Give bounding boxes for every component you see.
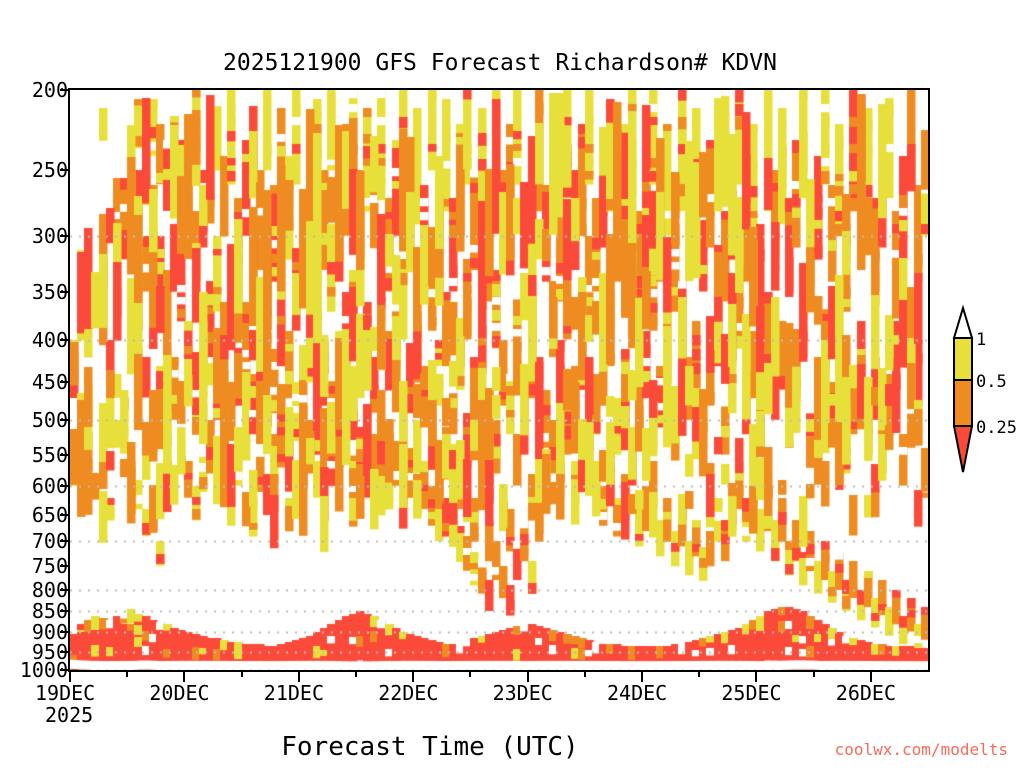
y-tick-label: 650 bbox=[31, 502, 68, 527]
y-tick-label: 250 bbox=[31, 158, 68, 183]
x-tick-mark bbox=[412, 672, 415, 682]
page-title: 2025121900 GFS Forecast Richardson# KDVN bbox=[223, 50, 777, 76]
x-tick-label: 24DEC bbox=[607, 681, 668, 705]
heatmap-canvas bbox=[70, 90, 928, 670]
y-tick-label: 950 bbox=[31, 639, 68, 664]
y-tick-label: 900 bbox=[31, 620, 68, 645]
x-tick-mark bbox=[641, 672, 643, 682]
watermark: coolwx.com/modelts bbox=[834, 740, 1008, 759]
y-tick-label: 700 bbox=[31, 529, 68, 554]
y-tick-mark bbox=[60, 290, 69, 293]
x-tick-minor bbox=[469, 672, 472, 677]
legend-label-1: 1 bbox=[976, 330, 987, 350]
y-tick-label: 800 bbox=[31, 577, 68, 602]
y-tick-mark bbox=[60, 169, 69, 172]
x-tick-mark bbox=[526, 672, 529, 682]
y-tick-label: 750 bbox=[31, 554, 68, 579]
x-tick-label: 19DEC bbox=[35, 681, 96, 705]
y-tick-label: 400 bbox=[31, 327, 68, 352]
y-tick-mark bbox=[60, 484, 69, 487]
y-tick-mark bbox=[60, 89, 69, 91]
color-legend-svg bbox=[952, 304, 974, 473]
y-tick-label: 550 bbox=[31, 442, 68, 467]
y-tick-mark bbox=[60, 513, 69, 516]
x-tick-label: 26DEC bbox=[835, 681, 897, 705]
y-tick-mark bbox=[60, 631, 69, 634]
y-tick-label: 200 bbox=[31, 78, 68, 102]
x-tick-label: 25DEC bbox=[721, 681, 782, 705]
legend-swatch-above-1 bbox=[952, 304, 974, 339]
y-tick-label: 350 bbox=[31, 279, 68, 304]
y-tick-mark bbox=[60, 381, 69, 384]
legend-label-0-25: 0.25 bbox=[976, 418, 1017, 438]
y-tick-label: 450 bbox=[31, 370, 68, 395]
y-tick-mark bbox=[60, 235, 69, 238]
legend-swatch-red bbox=[952, 425, 974, 473]
y-tick-mark bbox=[60, 650, 69, 653]
x-axis-year-label: 2025 bbox=[45, 703, 94, 727]
y-tick-mark bbox=[60, 610, 69, 613]
y-tick-label: 1000 bbox=[19, 658, 68, 682]
y-tick-mark bbox=[60, 419, 69, 422]
y-tick-mark bbox=[60, 669, 69, 671]
x-tick-minor bbox=[240, 672, 243, 677]
x-tick-minor bbox=[698, 672, 701, 677]
y-tick-label: 300 bbox=[31, 224, 68, 249]
x-tick-label: 22DEC bbox=[378, 681, 439, 705]
x-tick-mark bbox=[755, 672, 758, 682]
y-tick-label: 850 bbox=[31, 599, 68, 624]
y-tick-mark bbox=[60, 588, 69, 591]
x-axis-title: Forecast Time (UTC) bbox=[281, 732, 579, 762]
color-legend: 1 0.5 0.25 bbox=[940, 300, 1024, 500]
x-tick-mark bbox=[183, 672, 186, 682]
x-tick-mark bbox=[869, 672, 872, 682]
y-tick-mark bbox=[60, 453, 69, 456]
x-tick-mark bbox=[69, 672, 71, 682]
x-tick-label: 21DEC bbox=[263, 681, 325, 705]
x-tick-minor bbox=[355, 672, 357, 677]
x-tick-minor bbox=[583, 672, 586, 677]
x-tick-minor bbox=[126, 672, 129, 677]
x-axis: 19DEC 2025 20DEC 21DEC 22DEC 23DEC 24DEC 25DEC 2… bbox=[35, 672, 930, 732]
legend-swatch-orange bbox=[953, 379, 973, 427]
legend-label-0-5: 0.5 bbox=[976, 372, 1007, 392]
y-tick-label: 500 bbox=[31, 408, 68, 433]
y-tick-mark bbox=[60, 338, 69, 341]
legend-swatch-yellow bbox=[953, 337, 973, 381]
x-tick-label: 23DEC bbox=[492, 681, 553, 705]
plot-area bbox=[68, 88, 930, 672]
x-tick-label: 20DEC bbox=[149, 681, 210, 705]
y-tick-mark bbox=[60, 565, 69, 568]
y-tick-label: 600 bbox=[31, 473, 68, 498]
y-axis: 200 250 300 350 400 450 500 550 600 650 700 750 800 8… bbox=[0, 80, 69, 680]
x-tick-minor bbox=[812, 672, 815, 677]
x-tick-mark bbox=[297, 672, 300, 682]
y-tick-mark bbox=[60, 540, 69, 543]
